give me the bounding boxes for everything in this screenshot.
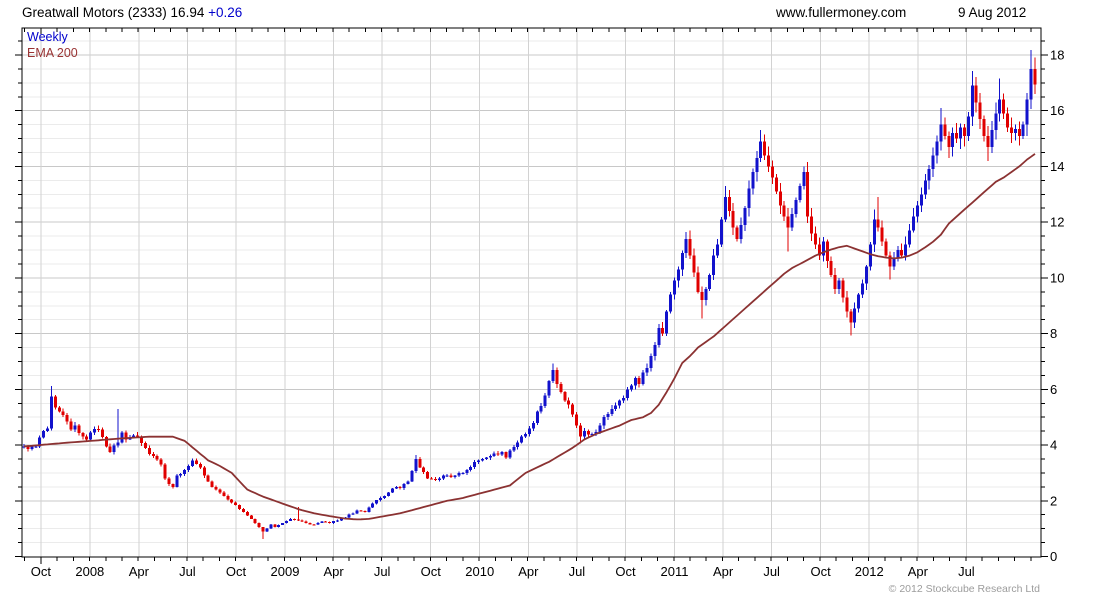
ema-line — [23, 153, 1036, 521]
svg-text:8: 8 — [1050, 326, 1057, 341]
instrument-name-price: Greatwall Motors (2333) 16.94 — [22, 5, 205, 20]
gridlines-vertical — [40, 28, 967, 557]
svg-text:Jul: Jul — [958, 564, 975, 579]
svg-text:Apr: Apr — [129, 564, 150, 579]
svg-text:Oct: Oct — [615, 564, 636, 579]
svg-text:2008: 2008 — [75, 564, 104, 579]
y-axis: 0 2 4 6 8 10 12 14 16 18 — [15, 40, 1064, 564]
svg-text:Jul: Jul — [763, 564, 780, 579]
svg-text:Apr: Apr — [518, 564, 539, 579]
chart-date: 9 Aug 2012 — [958, 5, 1027, 20]
gridlines-major — [22, 54, 1041, 502]
plot-border — [21, 27, 1042, 558]
svg-text:Apr: Apr — [713, 564, 734, 579]
gridlines-minor — [22, 40, 1041, 544]
svg-text:Jul: Jul — [179, 564, 196, 579]
svg-text:2009: 2009 — [271, 564, 300, 579]
svg-text:Oct: Oct — [31, 564, 52, 579]
svg-text:2010: 2010 — [465, 564, 494, 579]
chart-title: Greatwall Motors (2333) 16.94 +0.26 — [22, 4, 242, 22]
copyright-notice: © 2012 Stockcube Research Ltd — [888, 583, 1040, 595]
price-change: +0.26 — [208, 5, 243, 20]
svg-text:2: 2 — [1050, 493, 1057, 508]
svg-text:Oct: Oct — [421, 564, 442, 579]
svg-text:Oct: Oct — [811, 564, 832, 579]
svg-text:Apr: Apr — [908, 564, 929, 579]
candlesticks — [22, 49, 1037, 540]
website-label: www.fullermoney.com — [776, 5, 907, 20]
legend-ema-200: EMA 200 — [27, 46, 78, 60]
svg-text:2011: 2011 — [660, 564, 688, 579]
svg-text:10: 10 — [1050, 270, 1064, 285]
svg-text:4: 4 — [1050, 438, 1057, 453]
svg-text:6: 6 — [1050, 382, 1057, 397]
svg-text:14: 14 — [1050, 159, 1064, 174]
x-axis: Oct 2008 Apr Jul Oct 2009 Apr Jul Oct 2010 Apr Jul O… — [24, 28, 1032, 579]
svg-text:Jul: Jul — [374, 564, 391, 579]
svg-text:2012: 2012 — [855, 564, 884, 579]
svg-text:12: 12 — [1050, 215, 1064, 230]
svg-text:Oct: Oct — [226, 564, 247, 579]
svg-text:0: 0 — [1050, 549, 1057, 564]
svg-text:Jul: Jul — [569, 564, 586, 579]
svg-text:16: 16 — [1050, 103, 1064, 118]
svg-text:18: 18 — [1050, 48, 1064, 63]
svg-text:Apr: Apr — [323, 564, 344, 579]
legend-weekly: Weekly — [27, 30, 68, 44]
